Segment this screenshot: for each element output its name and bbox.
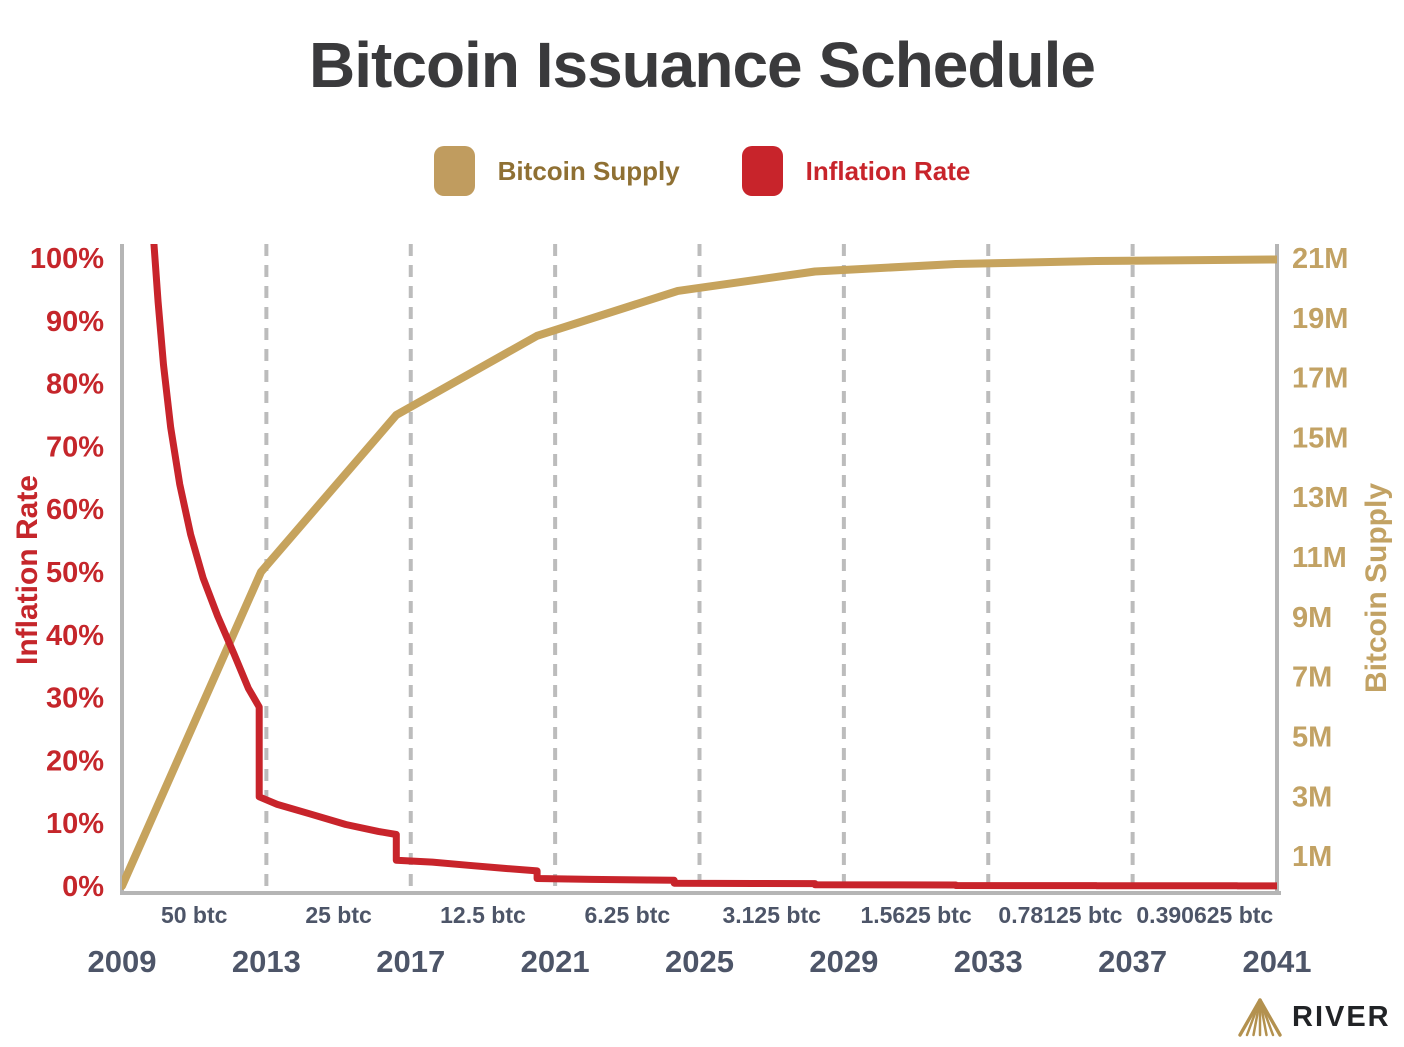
chart-title: Bitcoin Issuance Schedule	[309, 29, 1096, 101]
x-tick-2025: 2025	[665, 944, 734, 979]
y-left-tick-0: 0%	[62, 871, 104, 903]
legend-label-inflation-rate: Inflation Rate	[805, 155, 971, 186]
inflation-rate-line	[150, 244, 1277, 890]
y-right-tick-7: 7M	[1292, 662, 1332, 694]
y-left-tick-30: 30%	[46, 683, 104, 715]
x-tick-2017: 2017	[376, 944, 445, 979]
y-left-tick-80: 80%	[46, 369, 104, 401]
river-brand: RIVER	[1237, 997, 1391, 1038]
y-right-tick-3: 3M	[1292, 781, 1332, 813]
y-left-tick-50: 50%	[46, 557, 104, 589]
y-left-tick-10: 10%	[46, 808, 104, 840]
x-tick-2009: 2009	[88, 944, 157, 979]
bitcoin-supply-line	[122, 255, 1277, 890]
reward-label-2019: 12.5 btc	[440, 902, 526, 928]
reward-label-2023: 6.25 btc	[584, 902, 670, 928]
reward-label-2031: 1.5625 btc	[860, 902, 971, 928]
x-tick-2021: 2021	[521, 944, 590, 979]
y-left-tick-100: 100%	[30, 243, 104, 275]
reward-label-2035: 0.78125 btc	[998, 902, 1122, 928]
x-tick-2033: 2033	[954, 944, 1023, 979]
legend-item-inflation-rate: Inflation Rate	[741, 146, 971, 196]
x-tick-2037: 2037	[1098, 944, 1167, 979]
legend-item-bitcoin-supply: Bitcoin Supply	[433, 146, 680, 196]
legend: Bitcoin Supply Inflation Rate	[0, 146, 1404, 196]
y-right-tick-9: 9M	[1292, 602, 1332, 634]
y-right-tick-17: 17M	[1292, 363, 1348, 395]
y-left-tick-90: 90%	[46, 306, 104, 338]
reward-label-2039: 0.390625 btc	[1136, 902, 1273, 928]
reward-label-2011: 50 btc	[161, 902, 228, 928]
y-right-tick-1: 1M	[1292, 841, 1332, 873]
x-tick-2041: 2041	[1243, 944, 1312, 979]
reward-label-2015: 25 btc	[305, 902, 372, 928]
y-left-tick-70: 70%	[46, 431, 104, 463]
y-left-tick-40: 40%	[46, 620, 104, 652]
y-left-tick-20: 20%	[46, 745, 104, 777]
y-left-tick-60: 60%	[46, 494, 104, 526]
reward-label-2027: 3.125 btc	[722, 902, 821, 928]
inflation-rate-swatch	[741, 146, 783, 196]
brand-name: RIVER	[1292, 1001, 1391, 1033]
y-right-tick-21: 21M	[1292, 243, 1348, 275]
x-tick-2013: 2013	[232, 944, 301, 979]
y-right-tick-11: 11M	[1292, 542, 1347, 574]
river-logo-icon	[1238, 998, 1282, 1037]
y-right-tick-15: 15M	[1292, 422, 1348, 454]
bitcoin-supply-swatch	[433, 146, 475, 196]
y-right-tick-5: 5M	[1292, 721, 1332, 753]
x-tick-2029: 2029	[809, 944, 878, 979]
y-right-tick-13: 13M	[1292, 482, 1348, 514]
y-right-tick-19: 19M	[1292, 303, 1348, 335]
legend-label-bitcoin-supply: Bitcoin Supply	[497, 155, 680, 186]
